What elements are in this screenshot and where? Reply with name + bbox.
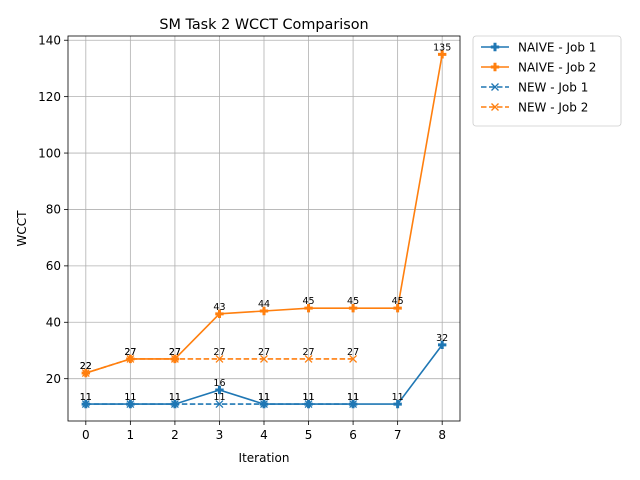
data-label: 43 [213,302,225,313]
data-label: 27 [302,347,314,358]
data-point [348,303,358,313]
legend-marker [490,42,500,52]
legend-marker [491,83,499,91]
data-point [215,400,224,409]
data-point [260,400,268,409]
y-tick-label: 60 [46,259,61,273]
data-point [170,354,179,363]
data-label: 11 [169,392,181,403]
y-tick-label: 100 [38,146,61,160]
data-point [126,354,135,363]
data-point [259,306,269,316]
data-label: 27 [258,347,270,358]
data-label: 44 [258,299,270,310]
data-label: 11 [258,392,270,403]
data-label: 11 [392,392,404,403]
data-point [393,303,402,313]
legend-label: NEW - Job 1 [518,80,588,94]
x-axis-label: Iteration [239,451,290,465]
y-tick-label: 80 [46,203,61,217]
y-tick-label: 140 [38,33,61,47]
y-tick-label: 40 [46,315,61,329]
data-point [304,400,313,409]
legend-label: NAIVE - Job 1 [518,40,596,54]
data-label: 27 [213,347,225,358]
data-point [126,400,135,409]
data-label: 11 [213,392,225,403]
series-4 [81,354,358,378]
x-tick-label: 5 [305,428,313,442]
legend-frame [472,35,622,127]
grid [68,36,460,421]
legend-marker [491,103,499,111]
series-3 [81,400,358,409]
data-point [349,400,358,409]
x-tick-label: 6 [349,428,357,442]
legend-label: NEW - Job 2 [518,100,588,114]
x-tick-label: 1 [127,428,135,442]
data-point [437,50,447,59]
data-label: 11 [302,392,314,403]
series-layer [81,50,447,409]
x-axis: 0 1 2 3 4 5 6 7 8 [82,421,446,442]
data-label: 11 [347,392,359,403]
x-tick-label: 4 [260,428,268,442]
data-label: 27 [124,347,136,358]
data-point [349,354,358,363]
data-point [304,354,313,363]
data-point [215,354,224,363]
data-label: 32 [436,333,448,344]
data-point [437,340,447,350]
legend-marker [490,62,500,72]
x-tick-label: 0 [82,428,90,442]
legend: NAIVE - Job 1 NAIVE - Job 2 NEW - Job 1 NEW… [472,35,622,127]
y-axis-label: WCCT [15,210,29,247]
legend-entry: NEW - Job 2 [481,100,588,114]
data-label: 27 [347,347,359,358]
data-label: 27 [169,347,181,358]
y-tick-label: 120 [38,90,61,104]
data-point [81,369,90,378]
y-axis: 20 40 60 80 100 120 140 [38,33,68,386]
x-tick-label: 8 [438,428,446,442]
data-label: 11 [169,392,181,403]
data-label: 16 [213,378,225,389]
data-label: 45 [392,296,404,307]
legend-label: NAIVE - Job 2 [518,60,596,74]
data-label: 11 [80,392,92,403]
data-point [304,303,313,313]
legend-entry: NAIVE - Job 2 [481,60,596,74]
data-label: 11 [302,392,314,403]
data-label: 11 [347,392,359,403]
x-tick-label: 7 [394,428,402,442]
y-tick-label: 20 [46,372,61,386]
data-point [215,385,224,395]
data-point [170,400,179,409]
data-point [260,354,268,363]
legend-entry: NAIVE - Job 1 [481,40,596,54]
data-label: 22 [80,361,92,372]
data-label: 11 [124,392,136,403]
data-label: 135 [433,42,451,53]
data-label: 11 [80,392,92,403]
data-label: 11 [258,392,270,403]
data-label: 11 [124,392,136,403]
data-point [215,309,224,319]
data-label: 45 [347,296,359,307]
data-label: 22 [80,361,92,372]
x-tick-label: 2 [171,428,179,442]
data-label: 45 [302,296,314,307]
data-point [393,399,402,409]
data-point [81,400,90,409]
chart-title: SM Task 2 WCCT Comparison [159,17,368,33]
x-tick-label: 3 [216,428,224,442]
data-label: 27 [169,347,181,358]
data-label: 27 [124,347,136,358]
legend-entry: NEW - Job 1 [481,80,588,94]
